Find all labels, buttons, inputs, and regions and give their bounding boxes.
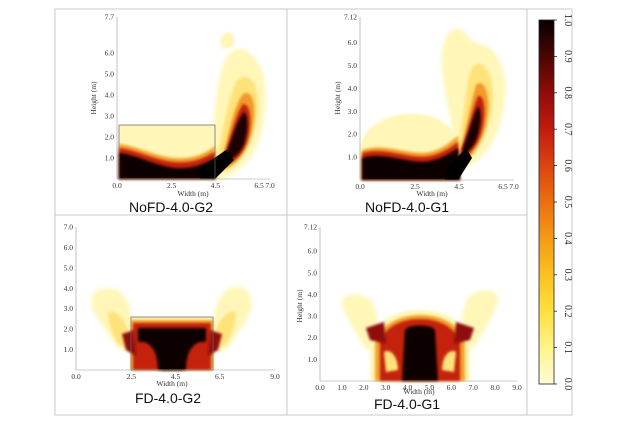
plume-fd-g2 — [92, 286, 252, 371]
ytick-label: 6.0 — [348, 38, 358, 47]
chart-nofd-g2: 0.0 2.5 4.5 6.5 7.0 1.0 2.0 3.0 4.0 5.0 6.0 7.7 Wi… — [89, 13, 275, 216]
xtick-label: 7.0 — [265, 181, 275, 190]
colorbar-tick-label: 0.0 — [562, 378, 573, 391]
colorbar-tick-label: 0.9 — [562, 50, 573, 63]
xtick-label: 6.5 — [498, 182, 508, 191]
xtick-label: 7.0 — [469, 383, 479, 392]
ytick-label: 5.0 — [308, 268, 318, 277]
xticks-fd-g2: 0.0 2.5 4.5 6.5 9.0 — [71, 372, 280, 381]
ytick-label: 4.0 — [348, 84, 358, 93]
colorbar-tick-label: 0.8 — [562, 87, 573, 100]
caption-fd-g2: FD-4.0-G2 — [135, 390, 201, 406]
ytick-label: 5.0 — [348, 61, 358, 70]
xtick-label: 1.0 — [337, 383, 347, 392]
colorbar-tick-label: 0.2 — [562, 305, 573, 318]
xtick-label: 2.0 — [359, 383, 369, 392]
ytick-label: 4.0 — [308, 290, 318, 299]
yticks-nofd-g1: 1.0 2.0 3.0 4.0 5.0 6.0 7.12 — [344, 13, 357, 162]
colorbar: 0.0 0.1 0.2 0.3 0.4 0.5 0.6 0.7 0.8 0.9 1.0 — [538, 14, 573, 391]
ytick-label: 2.0 — [105, 132, 115, 141]
xtick-label: 0.0 — [355, 182, 365, 191]
plume-nofd-g2 — [118, 32, 266, 183]
ytick-label: 1.0 — [348, 153, 358, 162]
ytick-label: 2.0 — [64, 325, 74, 334]
xtick-label: 6.5 — [215, 372, 225, 381]
ytick-label: 7.12 — [304, 223, 317, 232]
colorbar-tick-label: 1.0 — [562, 14, 573, 27]
xtick-label: 4.0 — [403, 383, 413, 392]
ytick-label: 2.0 — [308, 333, 318, 342]
ytick-label: 1.0 — [308, 355, 318, 364]
plume-fd-g1 — [342, 290, 498, 381]
xtick-label: 7.0 — [509, 182, 519, 191]
xtick-label: 4.5 — [454, 182, 464, 191]
ytick-label: 3.0 — [105, 111, 115, 120]
colorbar-gradient — [538, 19, 555, 385]
xtick-label: 2.5 — [127, 372, 137, 381]
ytick-label: 5.0 — [64, 263, 74, 272]
ytick-label: 3.0 — [308, 312, 318, 321]
xlabel-nofd-g1: Width (m) — [416, 189, 448, 198]
xtick-label: 9.0 — [512, 383, 522, 392]
xtick-label: 4.5 — [211, 181, 221, 190]
xtick-label: 3.0 — [381, 383, 391, 392]
caption-fd-g1: FD-4.0-G1 — [374, 396, 440, 412]
plume-nofd-g1 — [360, 28, 506, 180]
xtick-label: 2.5 — [167, 181, 177, 190]
ytick-label: 3.0 — [348, 107, 358, 116]
ytick-label: 1.0 — [64, 345, 74, 354]
xtick-label: 6.5 — [254, 181, 264, 190]
ylabel-nofd-g2: Height (m) — [89, 81, 98, 115]
xticks-nofd-g2: 0.0 2.5 4.5 6.5 7.0 — [112, 181, 275, 190]
colorbar-tick-label: 0.4 — [562, 232, 573, 245]
chart-fd-g2: 0.0 2.5 4.5 6.5 9.0 1.0 2.0 3.0 4.0 5.0 6.0 7.0 Wi… — [64, 223, 280, 407]
ytick-label: 6.0 — [64, 243, 74, 252]
xtick-label: 8.0 — [490, 383, 500, 392]
xlabel-fd-g1: Width (m) — [403, 387, 435, 396]
yticks-fd-g2: 1.0 2.0 3.0 4.0 5.0 6.0 7.0 — [64, 223, 74, 355]
ylabel-nofd-g1: Height (m) — [333, 81, 342, 115]
colorbar-tick-label: 0.6 — [562, 159, 573, 172]
xtick-label: 6.0 — [447, 383, 457, 392]
ytick-label: 4.0 — [64, 284, 74, 293]
ytick-label: 7.12 — [344, 13, 357, 22]
caption-nofd-g1: NoFD-4.0-G1 — [365, 199, 449, 215]
colorbar-tick-label: 0.5 — [562, 196, 573, 209]
ylabel-fd-g1: Height (m) — [295, 289, 304, 323]
chart-fd-g1: 0.0 1.0 2.0 3.0 4.0 5.0 6.0 7.0 8.0 9.0 1.0 2.0 3.0… — [295, 223, 522, 413]
ytick-label: 1.0 — [105, 153, 115, 162]
xtick-label: 0.0 — [71, 372, 81, 381]
xtick-label: 9.0 — [270, 372, 280, 381]
yticks-nofd-g2: 1.0 2.0 3.0 4.0 5.0 6.0 7.7 — [105, 13, 115, 163]
panel-frame-colorbar — [526, 8, 573, 416]
caption-nofd-g2: NoFD-4.0-G2 — [129, 199, 213, 215]
yticks-fd-g1: 1.0 2.0 3.0 4.0 5.0 6.0 7.12 — [304, 223, 317, 364]
ytick-label: 5.0 — [105, 69, 115, 78]
xtick-label: 0.0 — [315, 383, 325, 392]
ytick-label: 6.0 — [105, 48, 115, 57]
ytick-label: 7.0 — [64, 223, 74, 232]
xtick-label: 0.0 — [112, 181, 122, 190]
xtick-label: 2.5 — [410, 182, 420, 191]
xtick-label: 4.5 — [171, 372, 181, 381]
xticks-fd-g1: 0.0 1.0 2.0 3.0 4.0 5.0 6.0 7.0 8.0 9.0 — [315, 383, 522, 392]
colorbar-tick-label: 0.3 — [562, 269, 573, 282]
xticks-nofd-g1: 0.0 2.5 4.5 6.5 7.0 — [355, 182, 519, 191]
ytick-label: 6.0 — [308, 247, 318, 256]
xlabel-nofd-g2: Width (m) — [177, 189, 209, 198]
ytick-label: 3.0 — [64, 304, 74, 313]
colorbar-tick-label: 0.1 — [562, 341, 573, 354]
ytick-label: 2.0 — [348, 130, 358, 139]
xlabel-fd-g2: Width (m) — [156, 379, 188, 388]
colorbar-ticks: 0.0 0.1 0.2 0.3 0.4 0.5 0.6 0.7 0.8 0.9 1.0 — [554, 14, 573, 391]
colorbar-tick-label: 0.7 — [562, 123, 573, 136]
ytick-label: 7.7 — [105, 13, 115, 22]
ytick-label: 4.0 — [105, 90, 115, 99]
xtick-label: 5.0 — [425, 383, 435, 392]
chart-nofd-g1: 0.0 2.5 4.5 6.5 7.0 1.0 2.0 3.0 4.0 5.0 6.0 7.12 W… — [333, 13, 519, 216]
